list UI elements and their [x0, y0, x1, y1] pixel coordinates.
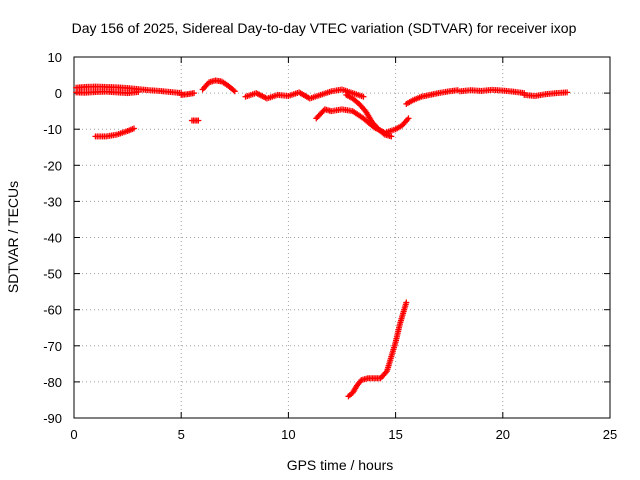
axis-ticks: 0 5 10 15 20 25 10 0 -10 -20 -30 -40 -50 -60 -70 -80 -90: [43, 50, 617, 442]
data-point: [403, 299, 410, 306]
x-tick-label: 0: [70, 427, 77, 442]
y-tick-label: -50: [43, 267, 62, 282]
y-tick-label: -40: [43, 231, 62, 246]
y-tick-label: -80: [43, 375, 62, 390]
data-point: [195, 117, 202, 124]
y-tick-label: -10: [43, 122, 62, 137]
y-tick-label: 10: [48, 50, 62, 65]
x-tick-label: 15: [388, 427, 402, 442]
x-axis-label: GPS time / hours: [287, 457, 394, 473]
data-point: [231, 88, 238, 95]
x-tick-label: 5: [178, 427, 185, 442]
y-tick-label: -70: [43, 339, 62, 354]
data-points: [73, 77, 571, 400]
data-point: [191, 90, 198, 97]
data-point: [230, 87, 237, 94]
grid: [74, 57, 610, 418]
data-point: [135, 89, 142, 96]
data-point: [360, 93, 367, 100]
y-axis-label: SDTVAR / TECUs: [5, 181, 21, 293]
x-tick-label: 25: [603, 427, 617, 442]
chart-title: Day 156 of 2025, Sidereal Day-to-day VTE…: [72, 20, 577, 36]
y-tick-label: -20: [43, 158, 62, 173]
data-point: [405, 115, 412, 122]
x-tick-label: 20: [496, 427, 510, 442]
data-point: [388, 133, 395, 140]
y-tick-label: -90: [43, 411, 62, 426]
y-tick-label: -30: [43, 194, 62, 209]
y-tick-label: 0: [55, 86, 62, 101]
y-tick-label: -60: [43, 303, 62, 318]
data-point: [131, 125, 138, 132]
x-tick-label: 10: [281, 427, 295, 442]
data-point: [564, 89, 571, 96]
